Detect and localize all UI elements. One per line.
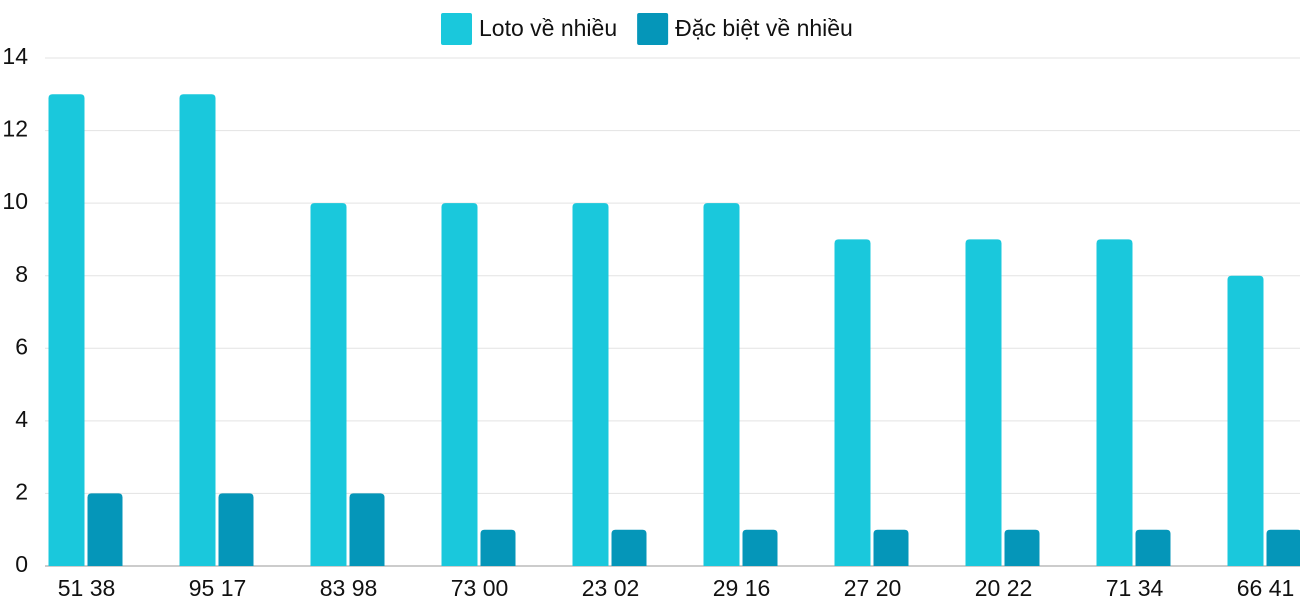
y-tick-label: 6 (15, 333, 28, 359)
bar (834, 239, 871, 566)
y-tick-label: 0 (15, 551, 28, 577)
y-tick-label: 10 (2, 188, 28, 214)
x-tick-label: 23 02 (582, 575, 640, 600)
bar (742, 529, 778, 566)
bar (965, 239, 1002, 566)
y-tick-label: 8 (15, 261, 28, 287)
legend-label: Đặc biệt về nhiều (675, 15, 853, 41)
x-tick-label: 95 17 (189, 575, 247, 600)
x-tick-label: 20 22 (975, 575, 1033, 600)
bar (1096, 239, 1133, 566)
bar (349, 493, 385, 566)
bar (1266, 529, 1300, 566)
x-tick-label: 73 00 (451, 575, 509, 600)
legend-label: Loto về nhiều (479, 15, 617, 41)
bar (480, 529, 516, 566)
bar (1004, 529, 1040, 566)
bar (441, 203, 478, 566)
bar (87, 493, 123, 566)
bar (310, 203, 347, 566)
bar (611, 529, 647, 566)
bar (179, 94, 216, 567)
bar (572, 203, 609, 566)
legend-swatch (441, 13, 472, 45)
bar (218, 493, 254, 566)
y-tick-label: 12 (2, 116, 28, 142)
legend-swatch (637, 13, 669, 45)
x-tick-label: 66 41 (1237, 575, 1295, 600)
bar (703, 203, 740, 566)
bar (1135, 529, 1171, 566)
bar (48, 94, 85, 567)
x-tick-label: 29 16 (713, 575, 771, 600)
y-tick-label: 2 (15, 479, 28, 505)
x-tick-label: 83 98 (320, 575, 378, 600)
bar (873, 529, 909, 566)
bar (1227, 275, 1264, 566)
x-tick-label: 71 34 (1106, 575, 1164, 600)
x-tick-label: 27 20 (844, 575, 902, 600)
y-tick-label: 14 (2, 43, 28, 69)
y-tick-label: 4 (15, 406, 28, 432)
x-tick-label: 51 38 (58, 575, 116, 600)
